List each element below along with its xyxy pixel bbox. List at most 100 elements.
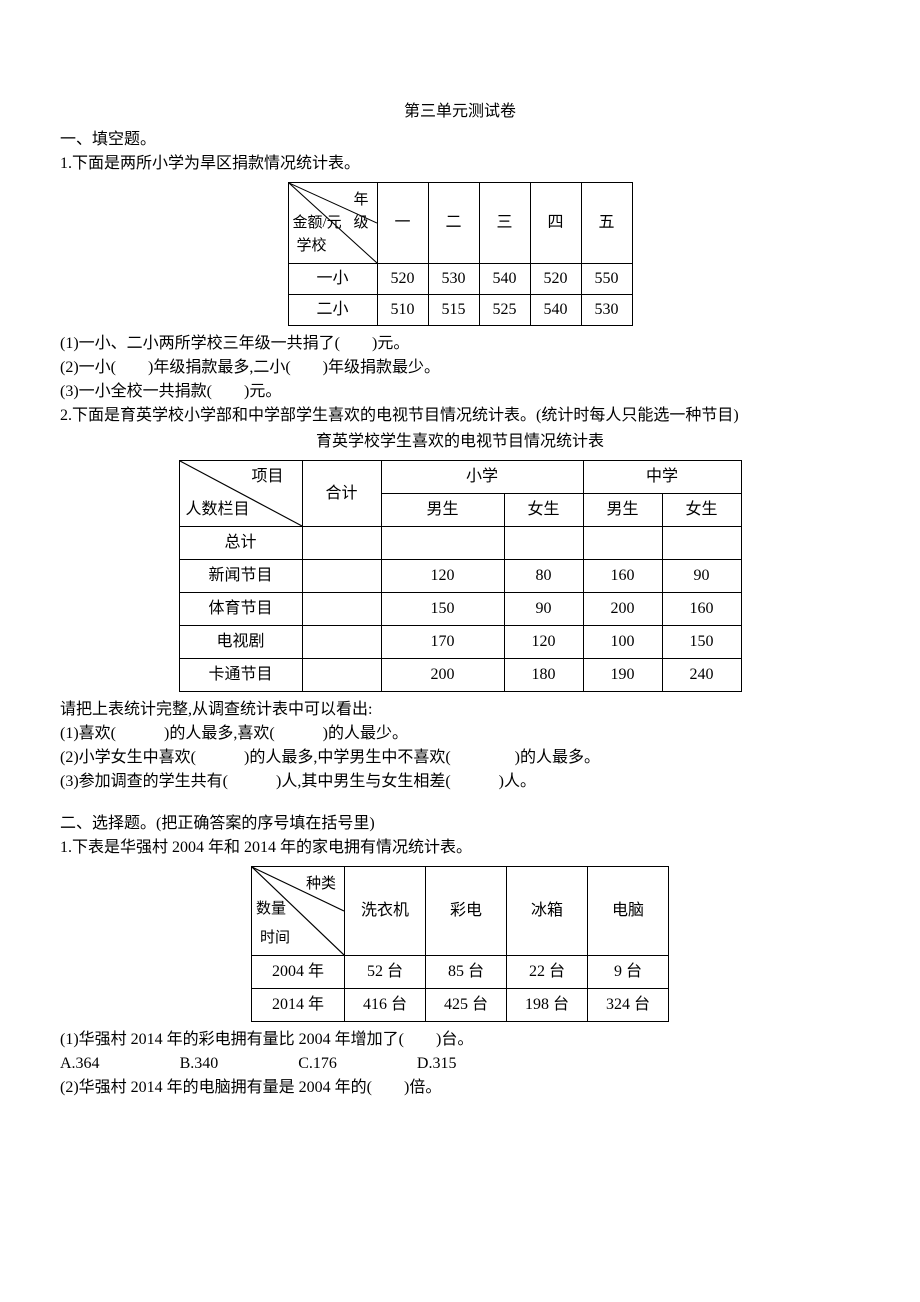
cell: 416 台 xyxy=(345,989,426,1022)
choices: A.364 B.340 C.176 D.315 xyxy=(60,1052,860,1076)
cell: 100 xyxy=(583,626,662,659)
cell: 52 台 xyxy=(345,956,426,989)
cell: 190 xyxy=(583,659,662,692)
cell: 22 台 xyxy=(507,956,588,989)
q2-lead: 请把上表统计完整,从调查统计表中可以看出: xyxy=(60,698,860,722)
q1-sub2: (2)一小( )年级捐款最多,二小( )年级捐款最少。 xyxy=(60,356,860,380)
row-label: 2004 年 xyxy=(252,956,345,989)
cell: 120 xyxy=(381,560,504,593)
cell: 170 xyxy=(381,626,504,659)
choice-c: C.176 xyxy=(298,1052,337,1076)
cell xyxy=(302,626,381,659)
cell: 120 xyxy=(504,626,583,659)
cell: 525 xyxy=(479,295,530,326)
page-title: 第三单元测试卷 xyxy=(60,100,860,124)
cell xyxy=(302,560,381,593)
cell: 180 xyxy=(504,659,583,692)
diag-label: 学校 xyxy=(297,235,327,258)
cell: 510 xyxy=(377,295,428,326)
col-header: 彩电 xyxy=(426,867,507,956)
cell xyxy=(302,593,381,626)
cell xyxy=(662,527,741,560)
cell: 540 xyxy=(479,264,530,295)
q1-sub3: (3)一小全校一共捐款( )元。 xyxy=(60,380,860,404)
col-header: 男生 xyxy=(381,494,504,527)
cell xyxy=(302,659,381,692)
section1-heading: 一、填空题。 xyxy=(60,128,860,152)
diag-label: 时间 xyxy=(260,927,290,950)
cell: 530 xyxy=(581,295,632,326)
cell: 540 xyxy=(530,295,581,326)
diag-label: 数量 xyxy=(256,898,286,921)
q2-stem: 2.下面是育英学校小学部和中学部学生喜欢的电视节目情况统计表。(统计时每人只能选… xyxy=(60,404,860,428)
table-row: 卡通节目 200 180 190 240 xyxy=(179,659,741,692)
choice-b: B.340 xyxy=(180,1052,219,1076)
corner-header: 项目 人数栏目 xyxy=(179,461,302,527)
cell: 515 xyxy=(428,295,479,326)
cell: 80 xyxy=(504,560,583,593)
table-donations: 年级 金额/元 学校 一 二 三 四 五 一小 520 530 540 520 … xyxy=(288,182,633,326)
cell: 90 xyxy=(662,560,741,593)
choice-d: D.315 xyxy=(417,1052,457,1076)
diag-label: 年级 xyxy=(353,189,368,234)
col-header: 冰箱 xyxy=(507,867,588,956)
diag-label: 种类 xyxy=(306,873,336,896)
col-header: 洗衣机 xyxy=(345,867,426,956)
cell: 200 xyxy=(381,659,504,692)
q2-sub1: (1)喜欢( )的人最多,喜欢( )的人最少。 xyxy=(60,722,860,746)
col-header: 四 xyxy=(530,183,581,264)
diagonal-header: 年级 金额/元 学校 xyxy=(288,183,377,264)
q1-stem: 1.下面是两所小学为旱区捐款情况统计表。 xyxy=(60,152,860,176)
cell: 200 xyxy=(583,593,662,626)
row-label: 电视剧 xyxy=(179,626,302,659)
row-label: 卡通节目 xyxy=(179,659,302,692)
table-row: 2014 年 416 台 425 台 198 台 324 台 xyxy=(252,989,669,1022)
row-label: 新闻节目 xyxy=(179,560,302,593)
cell: 150 xyxy=(662,626,741,659)
cell xyxy=(381,527,504,560)
diagonal-header: 种类 数量 时间 xyxy=(252,867,345,956)
section2-heading: 二、选择题。(把正确答案的序号填在括号里) xyxy=(60,812,860,836)
table-row: 体育节目 150 90 200 160 xyxy=(179,593,741,626)
cell: 160 xyxy=(662,593,741,626)
col-header: 五 xyxy=(581,183,632,264)
cell: 550 xyxy=(581,264,632,295)
table-row: 2004 年 52 台 85 台 22 台 9 台 xyxy=(252,956,669,989)
col-header: 二 xyxy=(428,183,479,264)
row-label: 2014 年 xyxy=(252,989,345,1022)
cell: 198 台 xyxy=(507,989,588,1022)
q2-sub3: (3)参加调查的学生共有( )人,其中男生与女生相差( )人。 xyxy=(60,770,860,794)
col-header: 小学 xyxy=(381,461,583,494)
s2q1-stem: 1.下表是华强村 2004 年和 2014 年的家电拥有情况统计表。 xyxy=(60,836,860,860)
cell: 85 台 xyxy=(426,956,507,989)
table-row: 总计 xyxy=(179,527,741,560)
col-header: 中学 xyxy=(583,461,741,494)
s2q1-sub1: (1)华强村 2014 年的彩电拥有量比 2004 年增加了( )台。 xyxy=(60,1028,860,1052)
col-header: 女生 xyxy=(662,494,741,527)
row-label: 一小 xyxy=(288,264,377,295)
cell: 240 xyxy=(662,659,741,692)
cell: 425 台 xyxy=(426,989,507,1022)
table-appliances: 种类 数量 时间 洗衣机 彩电 冰箱 电脑 2004 年 52 台 85 台 2… xyxy=(251,866,669,1022)
s2q1-sub2: (2)华强村 2014 年的电脑拥有量是 2004 年的( )倍。 xyxy=(60,1076,860,1100)
table-row: 新闻节目 120 80 160 90 xyxy=(179,560,741,593)
row-label: 体育节目 xyxy=(179,593,302,626)
col-header: 合计 xyxy=(302,461,381,527)
cell: 9 台 xyxy=(588,956,669,989)
table-row: 一小 520 530 540 520 550 xyxy=(288,264,632,295)
table-row: 电视剧 170 120 100 150 xyxy=(179,626,741,659)
table-row: 二小 510 515 525 540 530 xyxy=(288,295,632,326)
cell: 520 xyxy=(377,264,428,295)
choice-a: A.364 xyxy=(60,1052,100,1076)
cell: 160 xyxy=(583,560,662,593)
row-label: 总计 xyxy=(179,527,302,560)
cell: 90 xyxy=(504,593,583,626)
table-tv-programs: 项目 人数栏目 合计 小学 中学 男生 女生 男生 女生 总计 新闻节目 120… xyxy=(179,460,742,692)
cell xyxy=(504,527,583,560)
col-header: 电脑 xyxy=(588,867,669,956)
col-header: 一 xyxy=(377,183,428,264)
col-header: 女生 xyxy=(504,494,583,527)
col-header: 男生 xyxy=(583,494,662,527)
cell xyxy=(302,527,381,560)
col-header: 三 xyxy=(479,183,530,264)
